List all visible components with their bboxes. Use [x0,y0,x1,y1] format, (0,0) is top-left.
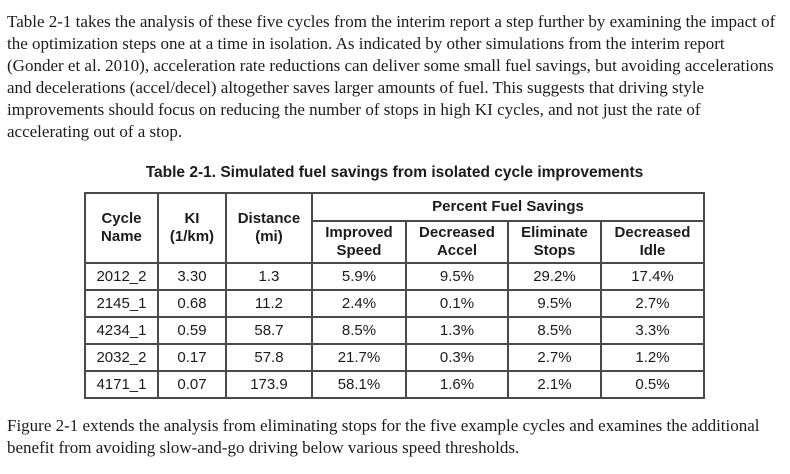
cell-decreased-accel: 9.5% [404,262,509,291]
cell-ki: 0.68 [156,289,227,318]
cell-eliminate-stops: 9.5% [506,289,602,318]
cell-distance: 57.8 [224,343,313,372]
cell-decreased-accel: 0.3% [404,343,509,372]
cell-ki: 3.30 [156,262,227,291]
cell-cycle-name: 2145_1 [83,289,159,318]
paragraph-intro: Table 2-1 takes the analysis of these fi… [7,12,776,141]
header-line: Cycle [101,210,142,227]
cell-cycle-name: 2012_2 [83,262,159,291]
header-line: Decreased [419,224,495,241]
table-row: 4171_1 0.07 173.9 58.1% 1.6% 2.1% 0.5% [83,370,706,399]
header-line: Accel [436,242,477,259]
cell-decreased-accel: 0.1% [404,289,509,318]
cell-decreased-idle: 0.5% [599,370,706,399]
fuel-savings-table: Cycle Name KI (1/km) Distance (mi) Perce… [83,192,706,399]
cell-distance: 58.7 [224,316,313,345]
header-line: Speed [336,242,382,259]
cell-distance: 1.3 [224,262,313,291]
header-ki: KI (1/km) [156,192,227,264]
header-decreased-accel: Decreased Accel [404,220,509,264]
cell-improved-speed: 5.9% [310,262,407,291]
header-line: Decreased [614,224,691,241]
header-row-top: Cycle Name KI (1/km) Distance (mi) Perce… [83,192,706,264]
cell-improved-speed: 2.4% [310,289,407,318]
cell-decreased-accel: 1.3% [404,316,509,345]
header-percent-fuel-savings: Percent Fuel Savings [310,192,706,222]
table-title: Table 2-1. Simulated fuel savings from i… [145,164,644,181]
header-line: Distance [237,210,301,227]
cell-decreased-accel: 1.6% [404,370,509,399]
header-distance: Distance (mi) [224,192,313,264]
cell-eliminate-stops: 8.5% [506,316,602,345]
header-line: (1/km) [169,228,215,245]
cell-improved-speed: 58.1% [310,370,407,399]
cell-distance: 11.2 [224,289,313,318]
header-eliminate-stops: Eliminate Stops [506,220,602,264]
cell-ki: 0.07 [156,370,227,399]
cell-improved-speed: 21.7% [310,343,407,372]
cell-distance: 173.9 [224,370,313,399]
header-improved-speed: Improved Speed [310,220,407,264]
header-line: Idle [639,242,666,259]
header-line: (mi) [255,228,283,245]
cell-improved-speed: 8.5% [310,316,407,345]
header-row-sub: Improved Speed Decreased Accel Eliminate… [85,220,706,264]
cell-cycle-name: 4234_1 [83,316,159,345]
header-line: KI [184,210,200,227]
table-row: 2012_2 3.30 1.3 5.9% 9.5% 29.2% 17.4% [83,262,706,291]
cell-decreased-idle: 1.2% [599,343,706,372]
table-row: 2145_1 0.68 11.2 2.4% 0.1% 9.5% 2.7% [83,289,706,318]
header-cycle-name: Cycle Name [83,192,159,264]
header-line: Eliminate [521,224,588,241]
table-row: 4234_1 0.59 58.7 8.5% 1.3% 8.5% 3.3% [83,316,706,345]
cell-decreased-idle: 17.4% [599,262,706,291]
cell-decreased-idle: 2.7% [599,289,706,318]
cell-eliminate-stops: 29.2% [506,262,602,291]
header-line: Name [101,228,142,245]
header-line: Improved [325,224,393,241]
cell-eliminate-stops: 2.1% [506,370,602,399]
header-decreased-idle: Decreased Idle [599,220,706,264]
header-line: Stops [533,242,576,259]
cell-ki: 0.17 [156,343,227,372]
table-row: 2032_2 0.17 57.8 21.7% 0.3% 2.7% 1.2% [83,343,706,372]
paragraph-figure-note: Figure 2-1 extends the analysis from eli… [7,416,760,457]
cell-ki: 0.59 [156,316,227,345]
cell-cycle-name: 2032_2 [83,343,159,372]
cell-cycle-name: 4171_1 [83,370,159,399]
cell-decreased-idle: 3.3% [599,316,706,345]
cell-eliminate-stops: 2.7% [506,343,602,372]
